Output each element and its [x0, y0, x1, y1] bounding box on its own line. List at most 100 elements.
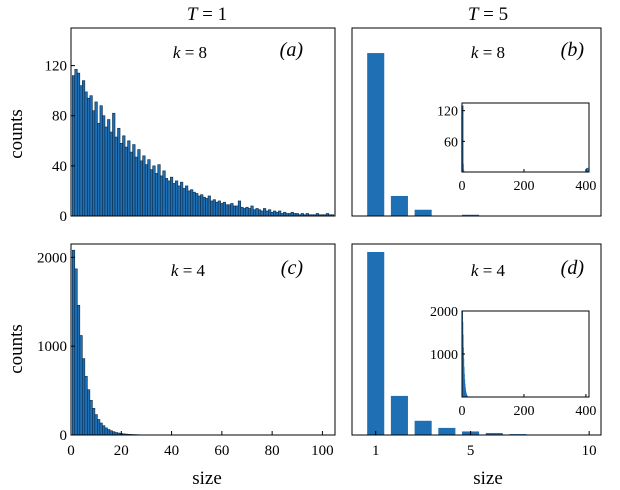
axes-frame-c	[70, 243, 336, 436]
bar-a	[237, 200, 242, 217]
bar-d	[485, 433, 503, 435]
x-tick-label-c: 100	[311, 443, 334, 459]
bar-a	[129, 151, 133, 217]
k-label-a: k = 8	[173, 43, 207, 62]
bar-a	[175, 180, 179, 217]
bar-a	[252, 209, 257, 217]
bar-a	[89, 95, 93, 217]
inset-y-tick-label-b: 60	[444, 135, 458, 150]
x-tick-label-d: 10	[582, 443, 597, 459]
bar-a	[109, 131, 113, 217]
panel-a: 0 40 80 120 k = 8 (a)	[45, 27, 336, 225]
bar-a	[187, 190, 191, 217]
x-tick-label-c: 20	[114, 443, 129, 459]
bar-a	[273, 210, 277, 217]
bar-a	[152, 165, 156, 217]
bar-a	[177, 185, 181, 217]
inset-y-tick-label-d: 1000	[430, 348, 458, 363]
bar-a	[263, 208, 267, 217]
panel-tag-d: (d)	[561, 257, 585, 279]
y-tick-label-a: 0	[60, 209, 68, 225]
axes-frame-a	[70, 27, 336, 217]
bar-a	[159, 175, 164, 217]
bar-a	[82, 80, 86, 217]
inset-b: 60 120 0 200 400	[437, 102, 596, 194]
inset-x-tick-label-d: 400	[575, 404, 596, 419]
bar-b	[414, 209, 432, 216]
bar-a	[79, 85, 83, 217]
bar-a	[114, 136, 118, 217]
bar-a	[74, 69, 78, 217]
bar-a	[195, 193, 199, 217]
bar-c	[79, 335, 83, 436]
bar-c	[84, 376, 88, 436]
x-axis-label-left: size	[192, 468, 222, 489]
bar-a	[149, 169, 154, 217]
bar-a	[127, 140, 131, 217]
y-tick-label-c: 0	[60, 428, 68, 444]
bar-a	[102, 115, 106, 217]
y-tick-label-a: 120	[45, 59, 68, 75]
bar-a	[242, 208, 247, 217]
bar-a	[164, 178, 169, 217]
bar-a	[104, 126, 108, 217]
bar-a	[124, 146, 128, 217]
x-axis-label-right: size	[473, 468, 503, 489]
x-tick-label-c: 0	[67, 443, 75, 459]
bar-c	[87, 389, 91, 436]
bar-a	[94, 101, 98, 217]
column-title-left: T = 1	[187, 4, 227, 25]
bar-c	[71, 249, 76, 436]
bar-c	[82, 358, 86, 436]
bar-a	[200, 194, 204, 217]
bar-a	[162, 170, 166, 217]
inset-x-tick-label-b: 200	[513, 179, 534, 194]
bar-a	[182, 188, 186, 217]
inset-x-tick-label-b: 400	[575, 179, 596, 194]
inset-bar-b	[461, 163, 464, 172]
bar-a	[197, 195, 201, 217]
bar-a	[270, 211, 274, 217]
bar-a	[207, 195, 211, 217]
bar-a	[250, 205, 254, 217]
bar-c	[94, 414, 98, 436]
inset-d: 1000 2000 0 200 400	[430, 305, 596, 419]
bar-a	[225, 204, 229, 217]
bar-a	[290, 211, 294, 217]
bar-a	[157, 164, 161, 217]
bar-a	[217, 200, 221, 217]
inset-bar-b	[461, 169, 465, 172]
bar-a	[107, 119, 111, 217]
inset-bar-b	[586, 167, 589, 172]
bar-c	[97, 419, 101, 436]
bar-c	[89, 400, 93, 436]
bar-a	[192, 191, 196, 217]
y-tick-label-a: 40	[52, 159, 67, 175]
bar-a	[268, 209, 272, 217]
bar-a	[139, 160, 143, 217]
bar-a	[235, 205, 239, 217]
bar-a	[71, 75, 76, 217]
bar-a	[230, 203, 234, 217]
bar-d	[367, 251, 385, 435]
bar-c	[99, 422, 103, 436]
bar-a	[180, 181, 184, 217]
bar-a	[247, 208, 252, 217]
bar-a	[144, 164, 148, 217]
x-tick-label-c: 80	[265, 443, 280, 459]
bar-a	[122, 135, 126, 217]
bar-d	[390, 395, 408, 435]
bar-c	[109, 430, 113, 436]
x-tick-label-c: 40	[164, 443, 179, 459]
bar-a	[185, 185, 189, 217]
bar-a	[84, 91, 88, 217]
bar-a	[278, 210, 282, 217]
k-label-c: k = 4	[171, 261, 206, 280]
y-tick-label-c: 1000	[37, 339, 67, 355]
x-tick-label-c: 60	[214, 443, 229, 459]
y-axis-label-top: counts	[6, 109, 27, 159]
bar-a	[147, 159, 151, 217]
inset-y-tick-label-d: 2000	[430, 305, 458, 320]
bar-a	[283, 211, 287, 217]
